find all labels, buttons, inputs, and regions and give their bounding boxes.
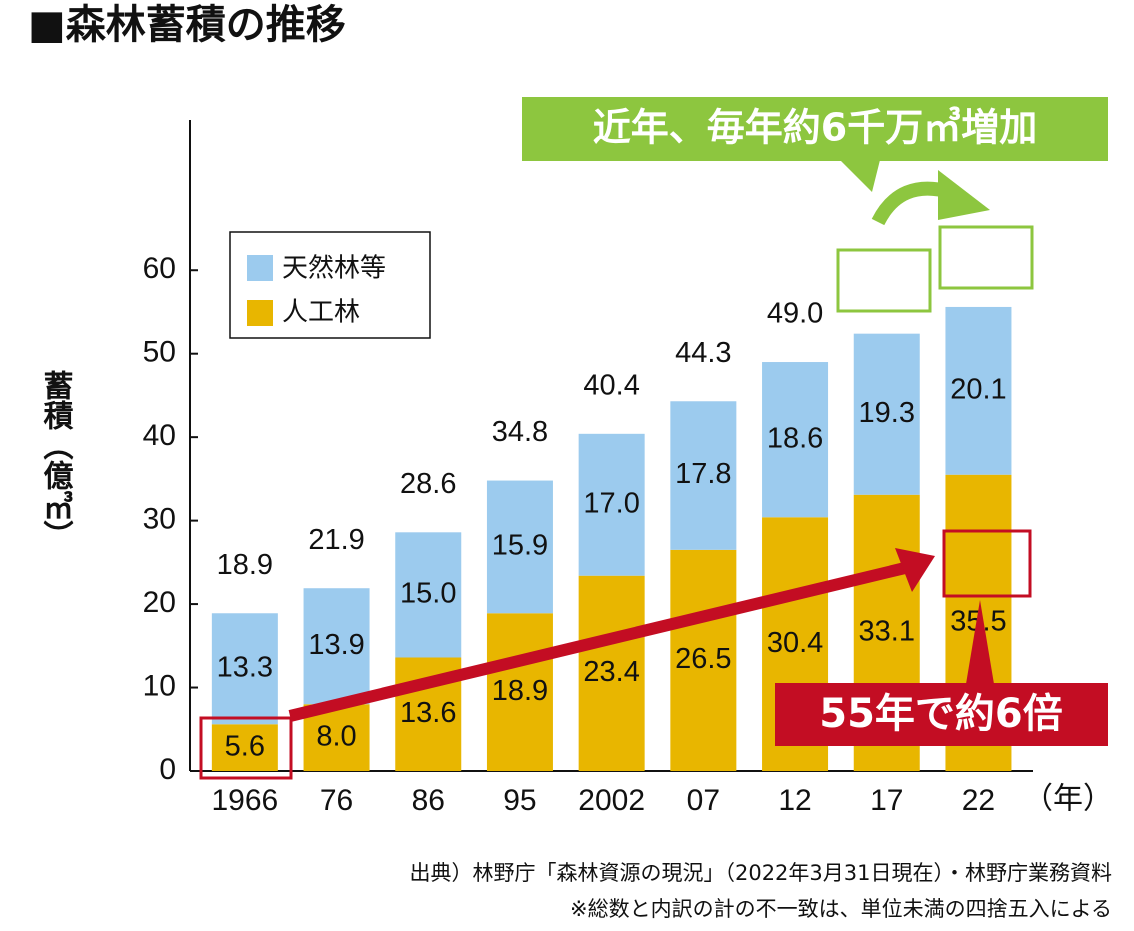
data-label: 23.4 [583, 656, 639, 688]
x-tick-label: 95 [503, 784, 536, 817]
data-label: 15.0 [400, 578, 456, 610]
bar [762, 362, 829, 518]
data-label: 19.3 [859, 397, 915, 429]
source: 出典）林野庁「森林資源の現況」（2022年3月31日現在）・林野庁業務資料 [409, 861, 1112, 885]
y-tick-label: 0 [159, 753, 176, 786]
bar [670, 549, 737, 771]
bar [853, 333, 920, 495]
annotation-box [522, 97, 1108, 161]
total-label: 44.3 [675, 337, 731, 369]
total-label: 28.6 [400, 468, 456, 500]
trend-arrow [288, 562, 907, 722]
x-tick-label: 76 [320, 784, 353, 817]
annotation: 近年、毎年約6千万㎥増加 [593, 106, 1037, 150]
total-label: 18.9 [217, 549, 273, 581]
data-label: 5.6 [225, 730, 265, 762]
highlight-box [938, 225, 1034, 290]
data-label: 18.6 [767, 422, 823, 454]
annotation: 55年で約6倍 [819, 691, 1063, 737]
total-label: 21.9 [308, 524, 364, 556]
bar [578, 575, 645, 771]
data-label: 20.1 [950, 373, 1006, 405]
annotation-box [775, 683, 1108, 746]
bar [211, 724, 278, 771]
total-label: 49.0 [767, 298, 823, 330]
legend-label: 人工林 [282, 298, 360, 328]
bar [486, 613, 553, 771]
x-tick-label: 22 [962, 784, 995, 817]
highlight-box [199, 716, 293, 780]
bar [945, 306, 1012, 475]
y-tick-label: 30 [143, 503, 176, 536]
bar [395, 532, 462, 658]
data-label: 33.1 [859, 616, 915, 648]
legend-swatch [247, 255, 273, 281]
data-label: 18.9 [492, 675, 548, 707]
data-label: 30.4 [767, 627, 823, 659]
y-tick-label: 40 [143, 419, 176, 452]
arrow-head [895, 548, 935, 592]
x-tick-label: 17 [870, 784, 903, 817]
x-axis-label: （年） [1023, 782, 1113, 817]
data-label: 17.8 [675, 458, 731, 490]
y-tick-label: 50 [143, 336, 176, 369]
data-label: 15.9 [492, 530, 548, 562]
callout-pointer [966, 600, 994, 684]
note: ※総数と内訳の計の不一致は、単位未満の四捨五入による [570, 897, 1112, 921]
bar [578, 433, 645, 576]
data-label: 17.0 [583, 487, 639, 519]
x-tick-label: 2002 [578, 784, 645, 817]
chart-title: ■森林蓄積の推移 [28, 2, 346, 48]
bar [670, 401, 737, 550]
highlight-box [836, 248, 932, 313]
y-tick-label: 10 [143, 669, 176, 702]
callout-pointer [840, 160, 880, 192]
total-label: 40.4 [583, 369, 639, 401]
data-label: 26.5 [675, 643, 731, 675]
bar [486, 480, 553, 614]
data-label: 13.9 [308, 629, 364, 661]
y-tick-label: 20 [143, 586, 176, 619]
data-label: 13.3 [217, 651, 273, 683]
x-tick-label: 07 [687, 784, 720, 817]
x-tick-label: 12 [778, 784, 811, 817]
bar [211, 613, 278, 725]
x-tick-label: 86 [412, 784, 445, 817]
arrow-head [938, 170, 990, 220]
highlight-box [942, 529, 1032, 598]
legend-swatch [247, 300, 273, 326]
total-label: 34.8 [492, 416, 548, 448]
x-tick-label: 1966 [211, 784, 278, 817]
data-label: 8.0 [316, 720, 356, 752]
y-axis-label: 蓄積（億㎥） [38, 370, 74, 550]
y-tick-label: 60 [143, 252, 176, 285]
data-label: 13.6 [400, 697, 456, 729]
bar [303, 588, 370, 705]
legend-label: 天然林等 [282, 254, 386, 284]
